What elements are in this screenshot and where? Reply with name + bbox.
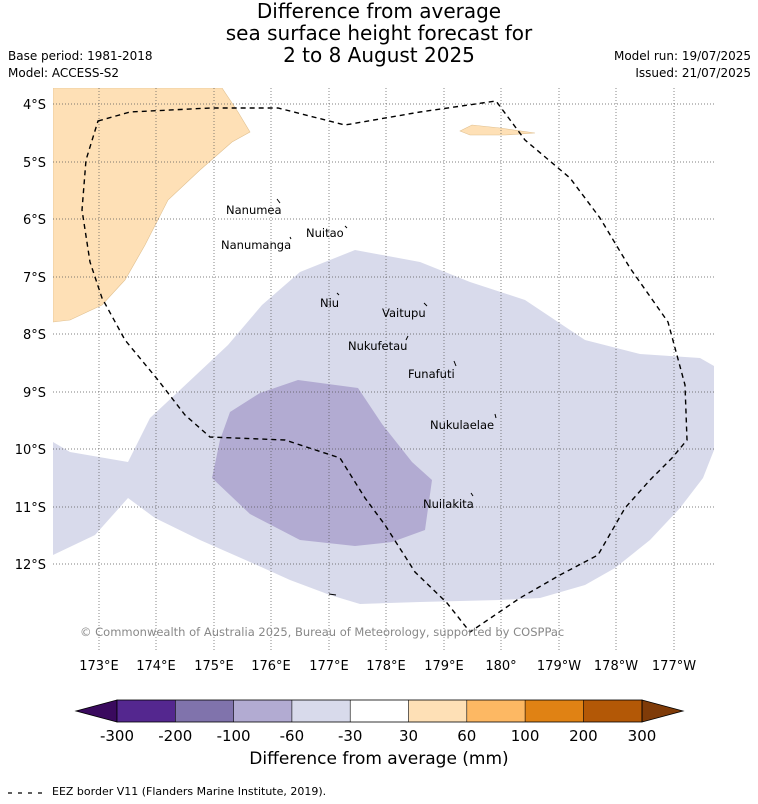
colorbar-tick-label: -300 — [100, 727, 134, 745]
lon-axis-labels: 173°E 174°E 175°E 176°E 177°E 178°E 179°… — [79, 659, 696, 674]
colorbar-segment — [466, 700, 526, 722]
chart-title: Difference from average sea surface heig… — [0, 0, 758, 66]
model-run: Model run: 19/07/2025 — [613, 49, 751, 63]
base-period: Base period: 1981-2018 — [8, 49, 153, 63]
island-labels: Nanumea Nuitao Nanumanga Niu Vaitupu Nuk… — [221, 203, 494, 511]
anomaly-region-negative-100-60 — [212, 380, 432, 546]
colorbar-tick-label: 200 — [569, 727, 598, 745]
island-label-nanumea: Nanumea — [226, 203, 282, 217]
colorbar-tick-label: -200 — [158, 727, 192, 745]
anomaly-region-positive-30-60 — [53, 88, 251, 323]
issued-date: Issued: 21/07/2025 — [635, 66, 751, 80]
colorbar-segment — [117, 700, 176, 722]
lon-label: 174°E — [136, 659, 176, 674]
colorbar-extend-low — [74, 699, 118, 723]
colorbar-tick-label: -100 — [217, 727, 251, 745]
gridlines — [53, 88, 714, 650]
island-label-vaitupu: Vaitupu — [382, 306, 426, 320]
colorbar-extend-high — [641, 699, 685, 723]
colorbar-tick-label: 30 — [399, 727, 418, 745]
lon-label: 178°E — [366, 659, 406, 674]
model-name: Model: ACCESS-S2 — [8, 66, 120, 80]
lon-label: 175°E — [194, 659, 234, 674]
colorbar: -300 -200 -100 -60 -30 30 60 100 200 300 — [74, 699, 685, 745]
lon-label: 177°W — [652, 659, 696, 674]
title-line-1: Difference from average — [256, 0, 502, 23]
eez-legend-text: EEZ border V11 (Flanders Marine Institut… — [52, 785, 327, 798]
lat-label: 11°S — [15, 501, 46, 516]
title-line-3: 2 to 8 August 2025 — [283, 43, 475, 67]
lat-label: 7°S — [23, 271, 46, 286]
island-label-nukufetau: Nukufetau — [348, 339, 407, 353]
lon-label: 178°W — [594, 659, 638, 674]
colorbar-tick-label: -60 — [280, 727, 305, 745]
lat-label: 12°S — [15, 558, 46, 573]
lon-label: 176°E — [251, 659, 291, 674]
lat-label: 4°S — [23, 98, 46, 113]
anomaly-region-positive-small — [459, 124, 536, 136]
island-label-niu: Niu — [320, 296, 339, 310]
lat-label: 8°S — [23, 328, 46, 343]
colorbar-segment — [525, 700, 584, 722]
island-label-nuitao: Nuitao — [306, 226, 344, 240]
island-label-funafuti: Funafuti — [408, 367, 455, 381]
eez-border — [81, 100, 688, 633]
colorbar-segment — [291, 700, 351, 722]
meta-left: Base period: 1981-2018 Model: ACCESS-S2 — [8, 48, 153, 82]
lat-axis-labels: 4°S 5°S 6°S 7°S 8°S 9°S 10°S 11°S 12°S — [15, 98, 46, 573]
lat-label: 5°S — [23, 156, 46, 171]
meta-right: Model run: 19/07/2025 Issued: 21/07/2025 — [614, 48, 751, 82]
colorbar-tick-label: 60 — [457, 727, 476, 745]
colorbar-segment — [175, 700, 234, 722]
colorbar-segment — [233, 700, 292, 722]
lat-label: 9°S — [23, 386, 46, 401]
lon-label: 173°E — [79, 659, 119, 674]
lon-label: 180° — [485, 659, 516, 674]
colorbar-segment — [583, 700, 642, 722]
colorbar-tick-label: 100 — [511, 727, 540, 745]
colorbar-tick-label: -30 — [338, 727, 363, 745]
colorbar-tick-label: 300 — [628, 727, 657, 745]
map-area: Nanumea Nuitao Nanumanga Niu Vaitupu Nuk… — [53, 88, 714, 650]
island-markers — [276, 198, 497, 596]
island-label-nuilakita: Nuilakita — [423, 497, 474, 511]
lat-label: 10°S — [15, 443, 46, 458]
island-label-nukulaelae: Nukulaelae — [430, 418, 494, 432]
lon-label: 177°E — [309, 659, 349, 674]
lat-label: 6°S — [23, 213, 46, 228]
lon-label: 179°E — [424, 659, 464, 674]
island-label-nanumanga: Nanumanga — [221, 238, 291, 252]
title-line-2: sea surface height forecast for — [225, 21, 533, 45]
colorbar-segment — [408, 700, 467, 722]
copyright-notice: © Commonwealth of Australia 2025, Bureau… — [80, 625, 564, 639]
eez-legend: EEZ border V11 (Flanders Marine Institut… — [8, 785, 326, 798]
colorbar-label: Difference from average (mm) — [249, 749, 509, 769]
colorbar-segment — [350, 700, 409, 722]
lon-label: 179°W — [537, 659, 581, 674]
